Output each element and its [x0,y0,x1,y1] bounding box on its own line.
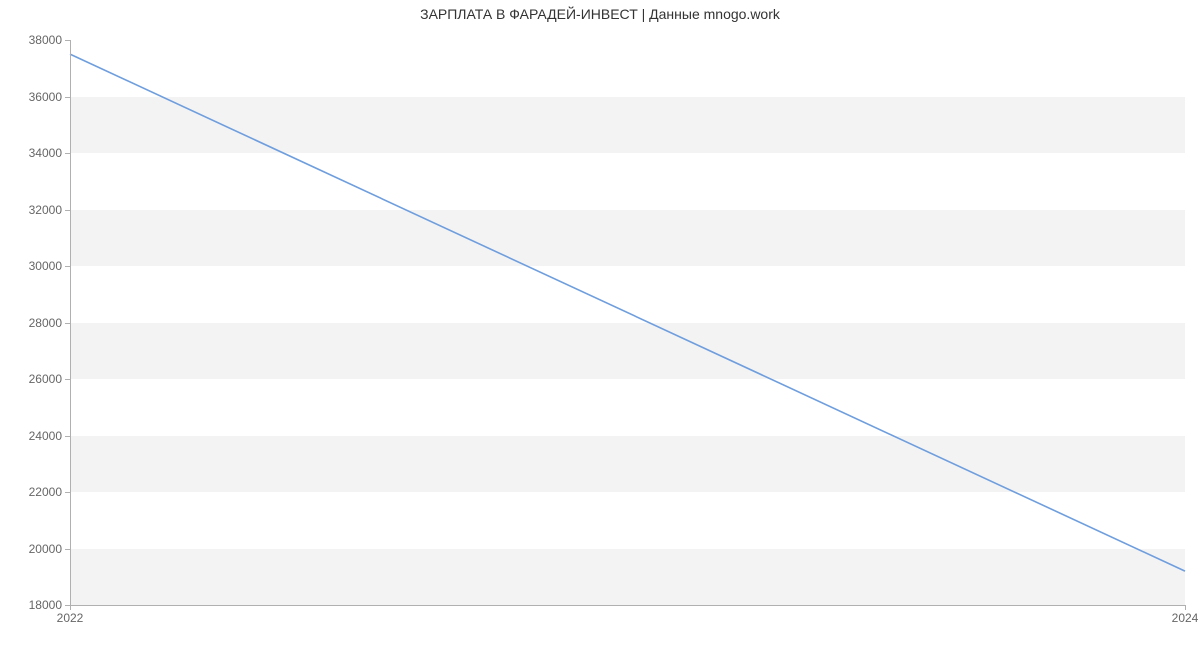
y-tick-label: 28000 [29,316,70,330]
chart-title: ЗАРПЛАТА В ФАРАДЕЙ-ИНВЕСТ | Данные mnogo… [0,6,1200,22]
y-tick-label: 20000 [29,542,70,556]
line-layer [70,40,1185,605]
y-tick-label: 32000 [29,203,70,217]
salary-line-chart: ЗАРПЛАТА В ФАРАДЕЙ-ИНВЕСТ | Данные mnogo… [0,0,1200,650]
x-tick-mark [1185,605,1186,610]
x-axis-line [70,605,1185,606]
y-tick-mark [65,549,70,550]
y-tick-label: 22000 [29,485,70,499]
y-tick-mark [65,40,70,41]
y-tick-label: 34000 [29,146,70,160]
y-tick-label: 24000 [29,429,70,443]
y-tick-mark [65,323,70,324]
y-tick-label: 30000 [29,259,70,273]
y-tick-mark [65,97,70,98]
y-tick-mark [65,266,70,267]
series-salary [70,54,1185,571]
y-tick-mark [65,379,70,380]
y-tick-label: 26000 [29,372,70,386]
y-axis-line [70,40,71,605]
plot-area: 1800020000220002400026000280003000032000… [70,40,1185,605]
x-tick-mark [70,605,71,610]
y-tick-label: 36000 [29,90,70,104]
y-tick-label: 38000 [29,33,70,47]
y-tick-mark [65,436,70,437]
y-tick-mark [65,492,70,493]
y-tick-mark [65,210,70,211]
y-tick-mark [65,153,70,154]
